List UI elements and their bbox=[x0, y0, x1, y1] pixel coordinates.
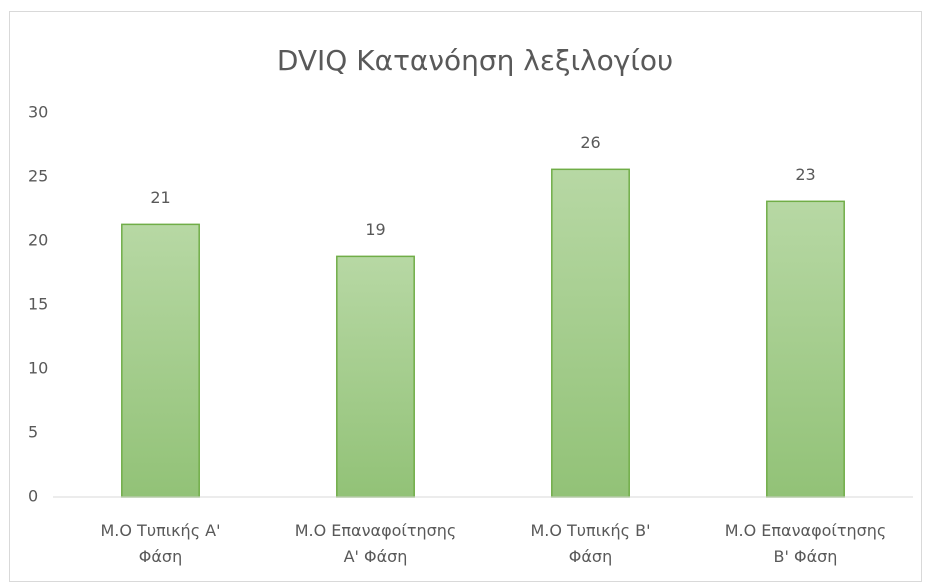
bar bbox=[766, 200, 845, 498]
bar bbox=[551, 168, 630, 498]
y-tick-label: 25 bbox=[28, 167, 48, 186]
x-tick-label: Μ.Ο Τυπικής Β' Φάση bbox=[530, 521, 650, 566]
y-tick-label: 15 bbox=[28, 295, 48, 314]
chart-title: DVIQ Κατανόηση λεξιλογίου bbox=[277, 44, 673, 77]
bar bbox=[121, 223, 200, 498]
data-label: 23 bbox=[795, 165, 815, 184]
y-tick-label: 10 bbox=[28, 359, 48, 378]
x-tick-label: Μ.Ο Επαναφοίτησης Α' Φάση bbox=[295, 521, 457, 566]
y-tick-label: 30 bbox=[28, 103, 48, 122]
x-tick-label: Μ.Ο Τυπικής Α' Φάση bbox=[100, 521, 220, 566]
data-label: 26 bbox=[580, 133, 600, 152]
y-tick-label: 0 bbox=[28, 487, 38, 506]
data-label: 19 bbox=[365, 220, 385, 239]
bar bbox=[336, 255, 415, 498]
x-tick-label: Μ.Ο Επαναφοίτησης Β' Φάση bbox=[725, 521, 887, 566]
y-tick-label: 5 bbox=[28, 423, 38, 442]
y-tick-label: 20 bbox=[28, 231, 48, 250]
data-label: 21 bbox=[150, 188, 170, 207]
